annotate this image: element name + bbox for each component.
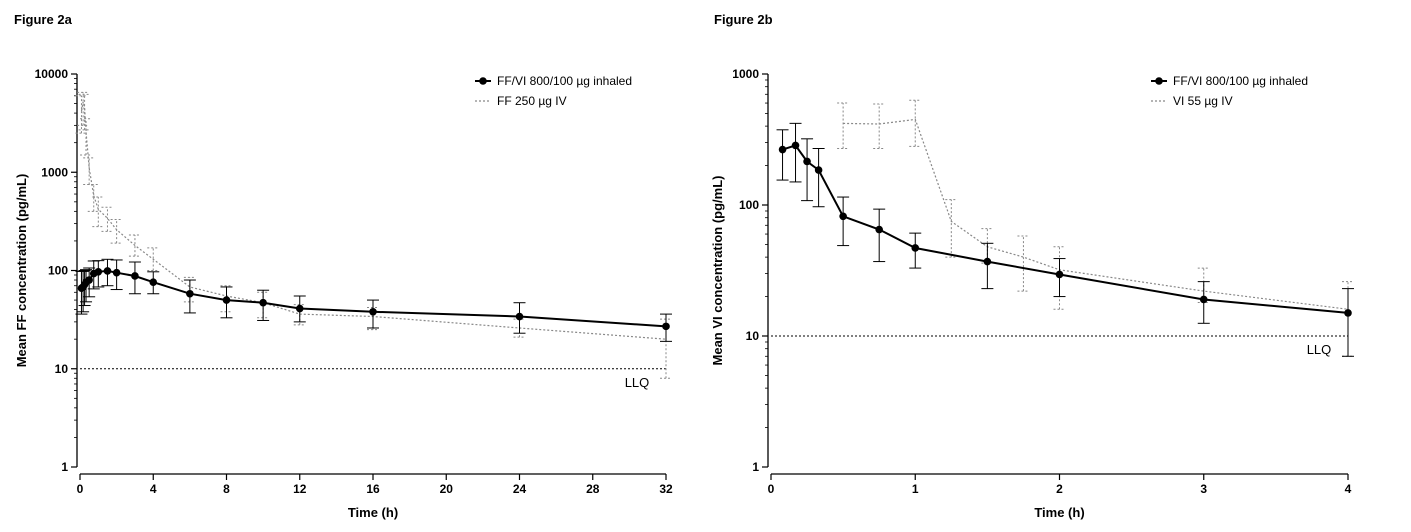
x-tick-label: 20	[440, 482, 454, 496]
legend-label: FF/VI 800/100 µg inhaled	[497, 74, 632, 88]
llq-label: LLQ	[625, 375, 650, 390]
data-point	[369, 307, 377, 316]
data-point	[839, 212, 847, 221]
x-tick-label: 1	[912, 482, 919, 496]
x-tick-label: 16	[366, 482, 380, 496]
x-tick-label: 3	[1200, 482, 1207, 496]
y-tick-label: 10	[55, 362, 69, 376]
data-point	[778, 145, 787, 154]
x-tick-label: 4	[150, 482, 157, 496]
figure-2a-panel: Figure 2a 1 10 100 1000 10000 0 4 8 12 16 20 24 28 32 T…	[14, 12, 673, 520]
x-axis-title: Time (h)	[348, 505, 398, 520]
data-point	[259, 298, 267, 307]
x-tick-label: 32	[659, 482, 673, 496]
series-iv	[75, 91, 672, 379]
data-point	[85, 276, 93, 284]
y-tick-label: 1	[61, 460, 68, 474]
x-tick-label: 8	[223, 482, 230, 496]
data-point	[186, 289, 194, 298]
y-tick-label: 1	[752, 460, 759, 474]
data-point	[222, 296, 231, 304]
y-tick-label: 1000	[732, 67, 759, 81]
data-point	[791, 141, 800, 150]
data-point	[103, 267, 112, 275]
data-point	[515, 312, 524, 321]
legend-label: FF/VI 800/100 µg inhaled	[1173, 74, 1308, 88]
llq-label: LLQ	[1307, 342, 1332, 357]
y-axis-title: Mean VI concentration (pg/mL)	[710, 176, 725, 366]
y-tick-label: 10	[746, 329, 760, 343]
data-point	[1055, 270, 1064, 279]
legend-label: VI 55 µg IV	[1173, 94, 1233, 108]
x-tick-label: 2	[1056, 482, 1063, 496]
data-point	[983, 257, 992, 266]
series-inhaled	[75, 258, 672, 342]
series-line	[80, 269, 667, 328]
y-tick-label: 100	[48, 264, 68, 278]
data-point	[112, 268, 121, 277]
data-point	[875, 225, 883, 234]
y-tick-label: 100	[739, 198, 759, 212]
x-tick-label: 24	[513, 482, 527, 496]
x-tick-label: 28	[586, 482, 600, 496]
data-point	[814, 166, 823, 174]
data-point	[1199, 295, 1208, 304]
x-tick-label: 12	[293, 482, 307, 496]
x-tick-label: 4	[1345, 482, 1352, 496]
y-tick-label: 10000	[35, 67, 69, 81]
x-tick-label: 0	[77, 482, 84, 496]
panel-title: Figure 2a	[14, 12, 73, 27]
data-point	[149, 278, 158, 287]
panel-title: Figure 2b	[714, 12, 773, 27]
data-point	[662, 322, 670, 331]
data-point	[911, 244, 920, 252]
series-line	[782, 144, 1349, 314]
data-point	[295, 304, 304, 313]
legend-label: FF 250 µg IV	[497, 94, 567, 108]
data-point	[131, 272, 139, 280]
y-axis-title: Mean FF concentration (pg/mL)	[14, 174, 29, 368]
series-line	[80, 101, 667, 340]
series-inhaled	[776, 122, 1354, 357]
y-tick-label: 1000	[41, 165, 68, 179]
data-point	[1344, 309, 1352, 317]
data-point	[94, 267, 103, 276]
series-iv	[837, 99, 1354, 357]
x-axis-title: Time (h)	[1034, 505, 1084, 520]
x-tick-label: 0	[768, 482, 775, 496]
data-point	[803, 157, 811, 166]
legend-marker	[479, 77, 487, 85]
legend-marker	[1155, 77, 1163, 85]
